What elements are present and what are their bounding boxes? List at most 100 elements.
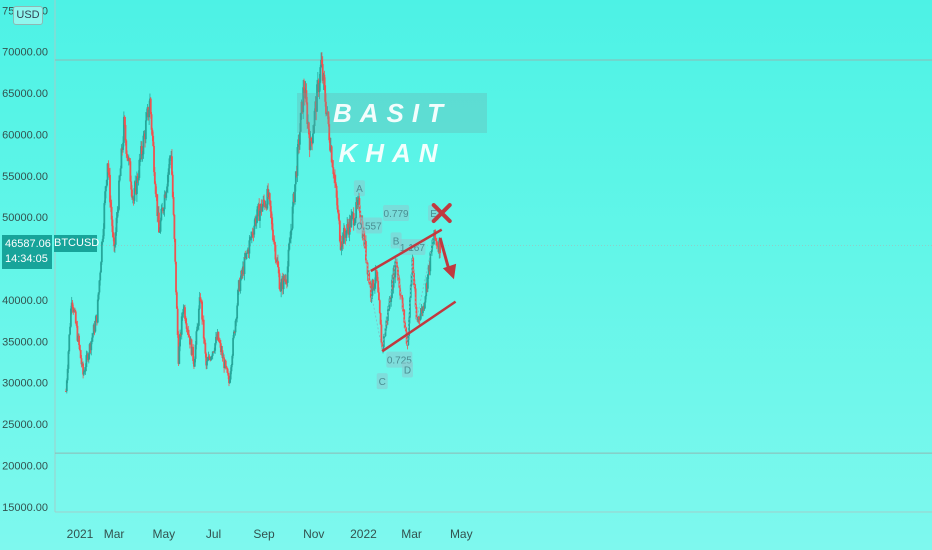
candle-body [102,228,105,239]
candle-body [176,308,179,335]
candle-body [202,319,205,339]
candle-body [205,353,208,366]
candle-body [299,131,301,145]
x-tick-label: Jul [206,527,221,541]
candle-body [180,316,183,335]
candle-body [204,342,207,354]
candle-body [290,228,293,231]
candle-body [383,336,386,338]
candle-body [256,206,259,217]
candle-body [319,67,322,83]
candle-body [381,342,384,349]
wave-path [359,204,434,350]
candle-body [79,350,82,359]
wave-label: D [404,365,411,376]
candle-body [432,238,435,244]
candle-body [250,232,253,238]
candle-body [151,129,154,136]
candle-body [282,276,285,290]
candle-body [100,241,103,263]
candle-body [101,238,104,242]
candle-body [163,194,166,210]
candle-body [402,309,405,311]
candle-body [181,314,184,317]
candle-body [206,359,209,362]
candle-body [108,172,111,175]
candle-body [338,220,341,242]
candle-body [386,320,389,322]
candle-body [96,299,99,323]
candle-body [266,188,269,209]
candle-body [174,238,177,262]
candle-body [414,288,417,307]
candle-body [112,232,115,238]
candle-body [299,113,302,132]
candle-body [154,183,157,194]
candle-body [269,200,272,212]
candle-body [403,309,406,323]
symbol-label: BTCUSD [54,235,99,252]
candle-body [104,191,107,204]
candle-body [378,292,380,301]
candle-body [392,267,395,288]
countdown: 14:34:05 [5,253,48,265]
candle-body [343,227,345,244]
candle-body [199,297,202,301]
candle-body [294,184,296,202]
candle-body [378,300,381,313]
candle-body [82,363,85,375]
candle-body [75,323,78,326]
candle-body [83,371,85,375]
candle-body [246,252,248,254]
candle-body [435,239,437,241]
candle-body [351,213,353,216]
candle-body [201,301,204,320]
candle-body [122,142,124,150]
candle-body [422,306,424,314]
last-price: 46587.06 [5,238,51,250]
wave-label: 0.725 [387,356,412,367]
candle-body [379,312,382,325]
candle-body [114,244,116,247]
candle-body [338,213,340,221]
candle-body [337,209,340,214]
candle-body [136,176,138,195]
candle-body [206,361,208,366]
candle-body [231,355,234,366]
candle-body [382,347,384,349]
candle-body [387,309,389,321]
candle-body [353,223,356,226]
candle-body [158,212,160,233]
candle-body [226,368,229,373]
candle-body [153,172,156,184]
candle-body [312,133,314,143]
candle-body [263,202,266,208]
candle-body [407,335,410,346]
candle-body [166,186,168,192]
candle-body [380,324,383,343]
candle-body [234,320,237,333]
candle-body [69,326,71,335]
currency-label[interactable]: USD [13,6,43,25]
candle-body [203,338,206,343]
candle-body [280,282,283,292]
candle-body [116,212,119,218]
candle-body [413,273,415,286]
candle-body [74,310,76,312]
candle-body [160,208,163,221]
candle-body [268,193,271,201]
candle-body [120,148,123,169]
candle-body [321,64,324,81]
candle-body [400,295,403,298]
candle-body [194,344,197,359]
candle-body [396,266,399,275]
candle-body [398,278,401,288]
wave-label: 1.167 [400,243,425,254]
x-tick-label: Mar [104,527,125,541]
candle-body [286,266,289,283]
candle-body [318,82,321,92]
candle-body [185,323,188,329]
candle-body [272,229,274,241]
